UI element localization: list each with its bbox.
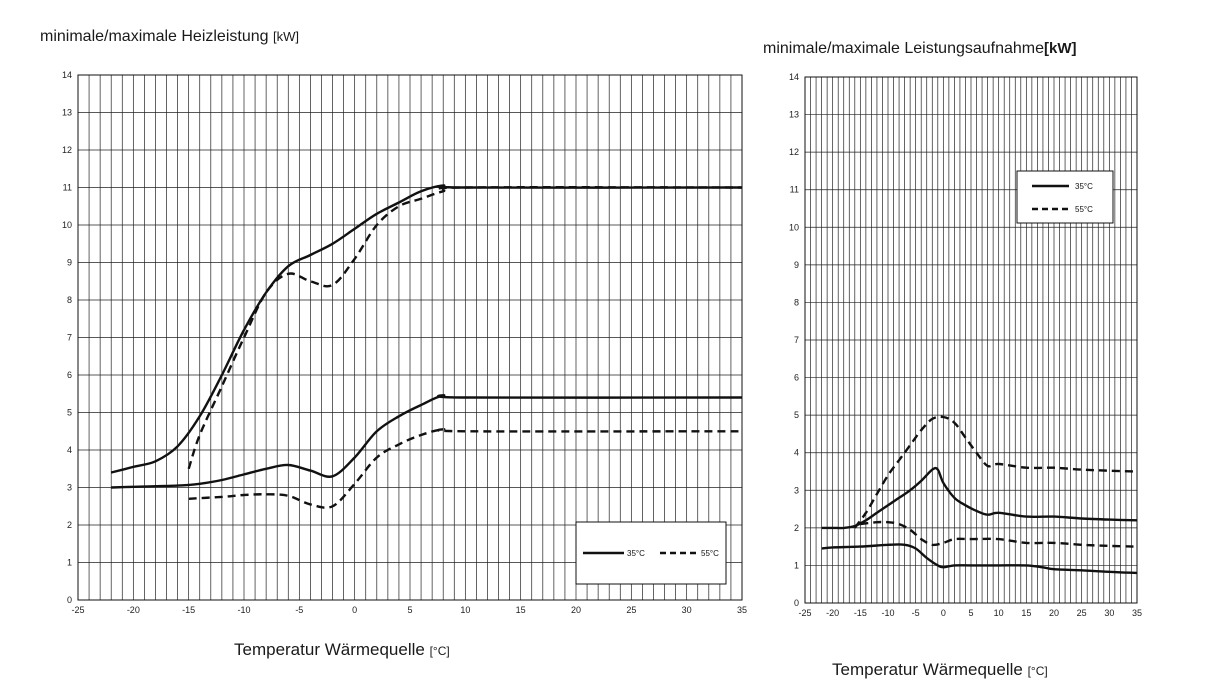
- y-tick-label: 10: [789, 222, 799, 232]
- x-tick-label: 0: [941, 608, 946, 618]
- x-axis-label-text: Temperatur Wärmequelle: [832, 660, 1023, 679]
- x-tick-label: -15: [182, 605, 195, 615]
- chart-title-unit: [kW]: [272, 29, 299, 44]
- x-tick-label: 35: [1132, 608, 1142, 618]
- y-tick-label: 14: [62, 70, 72, 80]
- x-tick-label: 10: [460, 605, 470, 615]
- x-tick-label: 35: [737, 605, 747, 615]
- y-tick-label: 3: [67, 483, 72, 493]
- plot-frame: [77, 74, 743, 601]
- y-tick-label: 6: [67, 370, 72, 380]
- series-line-55c: [853, 415, 1138, 529]
- y-tick-label: 2: [67, 520, 72, 530]
- x-tick-label: 20: [1049, 608, 1059, 618]
- series-line-35c: [111, 394, 743, 489]
- y-tick-label: 5: [67, 408, 72, 418]
- x-axis-label-text: Temperatur Wärmequelle: [234, 640, 425, 659]
- x-axis-label: Temperatur Wärmequelle [°C]: [234, 640, 450, 660]
- x-tick-label: 15: [1021, 608, 1031, 618]
- chart-title-unit: [kW]: [1044, 40, 1077, 57]
- y-tick-label: 0: [67, 595, 72, 605]
- y-tick-label: 12: [62, 145, 72, 155]
- x-tick-label: -20: [826, 608, 839, 618]
- x-tick-label: 30: [682, 605, 692, 615]
- y-tick-label: 5: [794, 410, 799, 420]
- y-tick-label: 13: [62, 108, 72, 118]
- y-tick-label: 0: [794, 598, 799, 608]
- x-axis-label-unit: [°C]: [1027, 664, 1048, 678]
- y-tick-label: 11: [63, 183, 72, 193]
- x-tick-label: -20: [127, 605, 140, 615]
- x-tick-label: 10: [994, 608, 1004, 618]
- y-tick-label: 8: [67, 295, 72, 305]
- x-tick-label: 25: [1077, 608, 1087, 618]
- legend-label: 55°C: [1075, 205, 1093, 214]
- legend-box: [1016, 170, 1114, 224]
- x-tick-label: -10: [881, 608, 894, 618]
- y-tick-label: 10: [62, 220, 72, 230]
- y-tick-label: 7: [794, 335, 799, 345]
- legend: 35°C 55°C: [575, 521, 727, 585]
- series-line-35c: [821, 543, 1138, 575]
- y-tick-label: 7: [67, 333, 72, 343]
- chart-title: minimale/maximale Heizleistung [kW]: [40, 28, 299, 46]
- grid: [804, 76, 1138, 604]
- y-tick-label: 12: [789, 147, 799, 157]
- chart-title-text: minimale/maximale Heizleistung: [40, 28, 269, 45]
- y-tick-label: 9: [794, 260, 799, 270]
- y-tick-label: 2: [794, 523, 799, 533]
- chart-title: minimale/maximale Leistungsaufnahme[kW]: [763, 40, 1077, 58]
- y-tick-label: 4: [794, 448, 799, 458]
- x-tick-label: 0: [352, 605, 357, 615]
- y-tick-label: 6: [794, 373, 799, 383]
- x-tick-label: -10: [237, 605, 250, 615]
- x-tick-label: 30: [1104, 608, 1114, 618]
- x-tick-label: -15: [854, 608, 867, 618]
- legend: 35°C 55°C: [1016, 170, 1114, 224]
- legend-label: 55°C: [701, 549, 719, 558]
- x-tick-label: -25: [798, 608, 811, 618]
- y-tick-label: 4: [67, 445, 72, 455]
- x-tick-label: 20: [571, 605, 581, 615]
- y-tick-label: 13: [789, 110, 799, 120]
- y-tick-label: 1: [794, 560, 799, 570]
- legend-label: 35°C: [627, 549, 645, 558]
- y-tick-label: 9: [67, 258, 72, 268]
- y-tick-label: 1: [67, 558, 72, 568]
- y-tick-label: 11: [790, 185, 799, 195]
- x-tick-label: 15: [516, 605, 526, 615]
- x-tick-label: -5: [295, 605, 303, 615]
- leistungsaufnahme-chart: minimale/maximale Leistungsaufnahme[kW] …: [760, 0, 1212, 682]
- y-tick-label: 14: [789, 72, 799, 82]
- y-tick-label: 3: [794, 485, 799, 495]
- series-line-55c: [860, 520, 1138, 548]
- x-tick-label: 5: [968, 608, 973, 618]
- series-line-35c: [110, 184, 743, 474]
- x-tick-label: -5: [912, 608, 920, 618]
- legend-label: 35°C: [1075, 182, 1093, 191]
- x-tick-label: 25: [626, 605, 636, 615]
- x-tick-label: -25: [71, 605, 84, 615]
- chart-title-text: minimale/maximale Leistungsaufnahme: [763, 40, 1045, 57]
- y-tick-label: 8: [794, 297, 799, 307]
- plot-frame: [804, 76, 1138, 604]
- x-axis-label: Temperatur Wärmequelle [°C]: [832, 660, 1048, 680]
- series-line-35c: [821, 466, 1138, 530]
- x-axis-label-unit: [°C]: [429, 644, 450, 658]
- grid: [77, 74, 743, 601]
- x-tick-label: 5: [407, 605, 412, 615]
- series-line-55c: [188, 428, 743, 509]
- series-line-55c: [187, 186, 743, 470]
